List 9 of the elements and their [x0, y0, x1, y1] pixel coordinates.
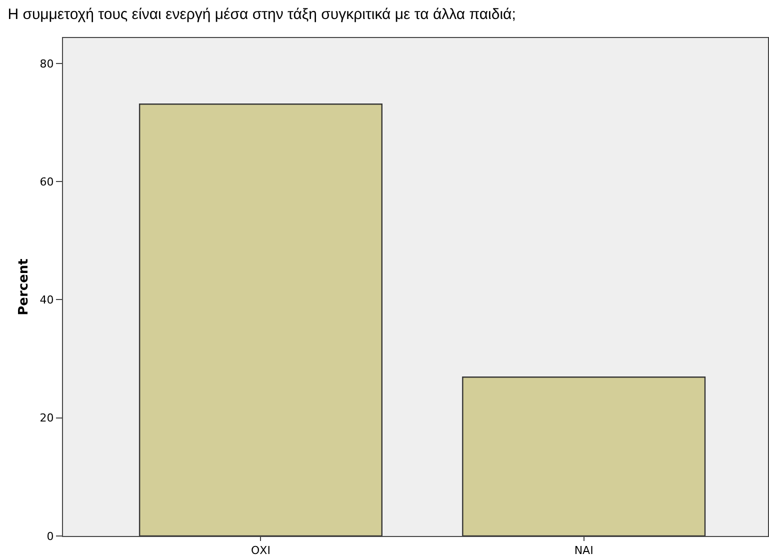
y-tick-label: 20: [40, 412, 54, 425]
x-tick-label: ΟΧΙ: [251, 544, 270, 557]
y-tick-label: 0: [46, 530, 54, 543]
y-tick-label: 80: [40, 57, 54, 70]
y-axis-title: Percent: [16, 258, 32, 316]
x-tick-label: ΝΑΙ: [574, 544, 594, 557]
y-tick-label: 40: [40, 294, 54, 307]
y-tick-label: 60: [40, 175, 54, 188]
chart-title: Η συμμετοχή τους είναι ενεργή μέσα στην τάξη συγκριτικά με τα άλλα παιδιά;: [8, 6, 516, 23]
